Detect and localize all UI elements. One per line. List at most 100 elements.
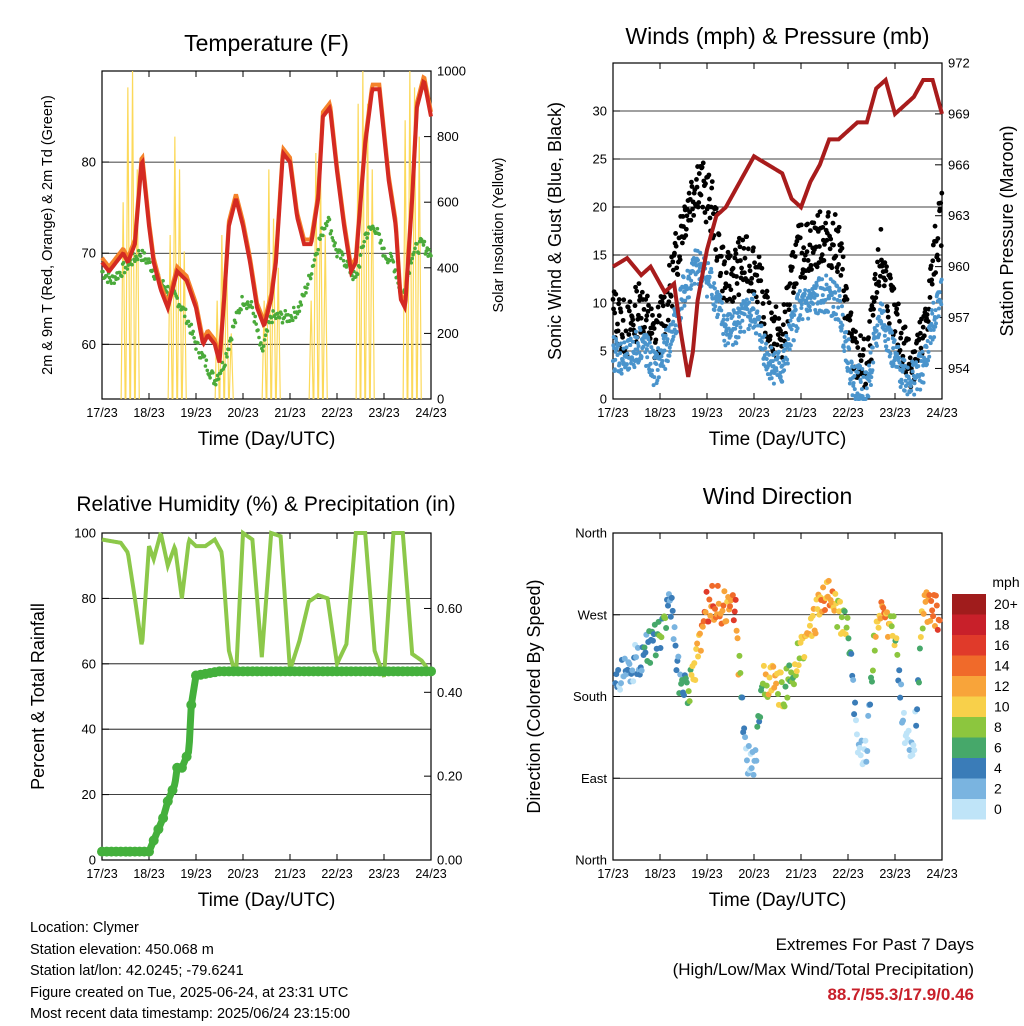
gust-point [847,317,853,323]
gust-point [939,190,945,196]
y-axis-label: Direction (Colored By Speed) [524,579,544,813]
dewpoint-point [322,226,327,231]
wind-point [627,366,632,371]
gust-point [827,246,833,252]
gust-point [775,332,781,338]
wind-point [738,329,743,334]
dewpoint-point [334,247,338,252]
direction-point [711,605,718,612]
solar-insolation-line [120,70,422,400]
wind-point [858,364,863,369]
direction-point [630,678,637,685]
gust-point [630,317,636,323]
wind-point [619,371,624,376]
direction-point [754,723,761,730]
wind-point [864,386,869,391]
x-tick-label: 24/23 [415,867,446,881]
y-tick-label-right: 957 [948,310,970,325]
gust-point [620,334,625,340]
wind-point [931,300,936,305]
dewpoint-point [245,300,250,304]
wind-point [849,360,854,365]
direction-point [919,625,926,632]
wind-point [686,295,691,300]
wind-point [713,304,718,309]
gust-point [732,247,738,253]
wind-point [795,292,800,297]
wind-point [916,364,921,369]
wind-point [936,306,941,311]
y-tick-label: 60 [82,656,96,671]
direction-point [732,596,739,603]
y-tick-label: 20 [82,787,96,802]
dewpoint-point [382,246,386,251]
direction-point [927,617,934,624]
gust-point [883,268,889,274]
y-tick-label: 25 [593,152,607,167]
wind-point [858,380,863,385]
dewpoint-point [183,307,188,312]
direction-point [844,614,851,621]
direction-point [766,674,773,681]
wind-point [668,349,673,354]
gust-point [741,245,747,251]
dewpoint-point [186,319,191,324]
dewpoint-point [133,259,137,263]
direction-point [677,671,684,678]
precip-point [167,785,178,796]
legend-title: mph [992,574,1019,590]
wind-point [847,346,852,351]
legend-label: 6 [994,740,1002,756]
wind-point [831,304,836,309]
gust-point [809,267,814,272]
direction-point [624,666,631,673]
y-tick-label: 0 [89,853,96,868]
direction-point [670,636,677,643]
gust-point [858,358,864,364]
gust-point [760,301,766,306]
dewpoint-point [231,324,236,329]
wind-point [723,323,728,328]
gust-point [718,270,724,276]
direction-point [930,613,937,620]
gust-point [735,239,741,245]
gust-point [782,309,788,315]
wind-point [745,307,750,312]
wind-point [866,394,871,399]
wind-point [936,314,941,319]
dewpoint-point [191,329,195,334]
gust-point [925,319,931,324]
gust-point [821,258,827,263]
gust-point [760,289,765,295]
y-tick-label: 100 [74,526,96,541]
dewpoint-point [295,311,300,316]
dewpoint-point [109,281,114,286]
dewpoint-point [182,314,187,319]
wind-point [620,357,625,362]
wind-point [876,314,881,319]
gust-point [835,228,841,234]
wind-point [776,355,781,360]
dewpoint-point [288,319,292,323]
gust-point [808,228,813,233]
direction-point [932,592,939,599]
y-tick-label: 60 [82,337,96,352]
direction-point [734,635,741,642]
direction-point [911,747,918,754]
wind-point [902,388,907,393]
y-tick-label-right: 966 [948,157,970,172]
wind-point [909,388,914,393]
wind-point [792,304,797,309]
gust-point [773,304,779,310]
gust-point [814,264,820,270]
direction-point [753,757,760,764]
wind-point [839,326,844,331]
direction-point [683,679,690,686]
dewpoint-point [308,276,313,281]
wind-point [832,296,837,301]
gust-point [644,313,650,319]
gust-point [900,353,906,359]
dewpoint-point [121,260,126,265]
direction-point [820,584,827,591]
dewpoint-point [299,303,304,307]
